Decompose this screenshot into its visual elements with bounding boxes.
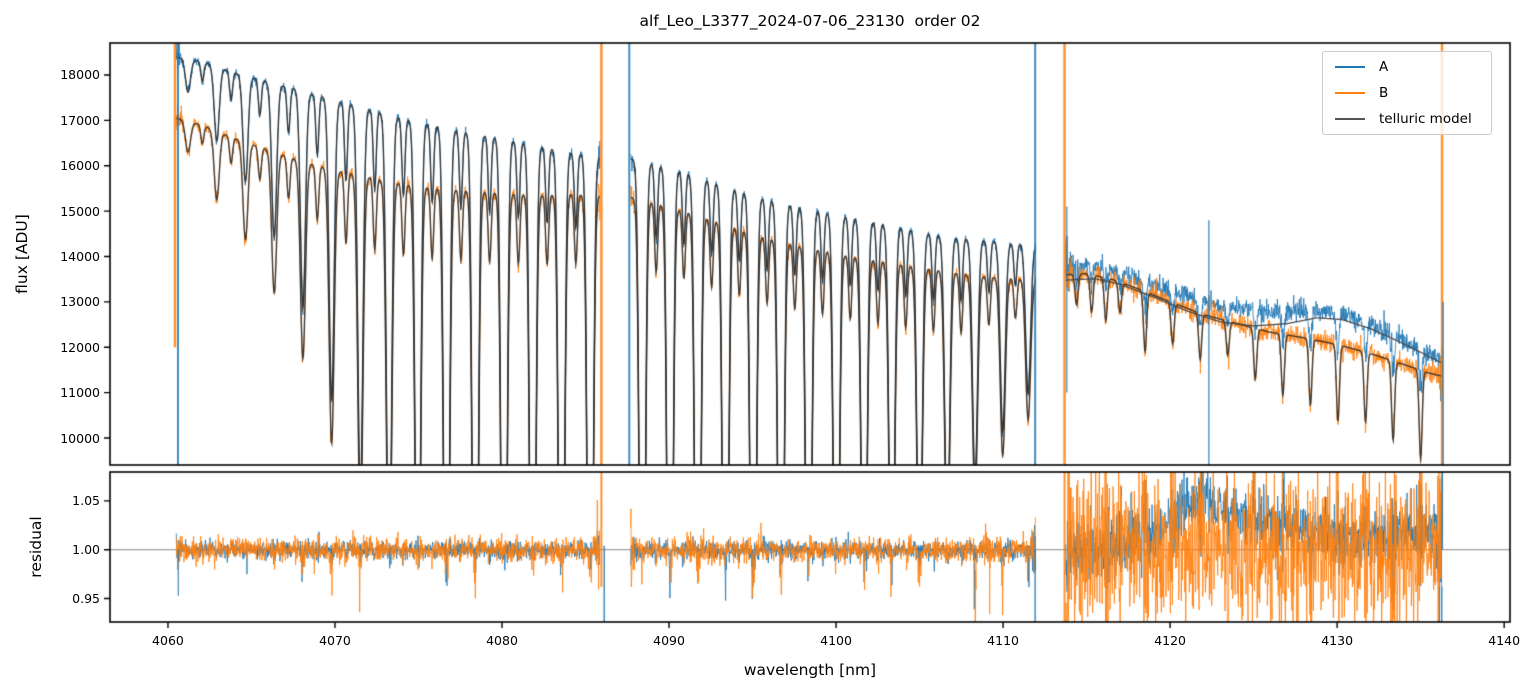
- flux-axis-label: flux [ADU]: [13, 214, 31, 294]
- x-tick-label: 4060: [152, 633, 184, 648]
- x-tick-label: 4120: [1154, 633, 1186, 648]
- flux-y-tick-label: 12000: [60, 339, 100, 355]
- legend-line-telluric: [1335, 118, 1365, 120]
- x-tick-label: 4100: [820, 633, 852, 648]
- x-tick-label: 4080: [486, 633, 518, 648]
- legend-label-telluric: telluric model: [1379, 111, 1472, 127]
- residual-y-tick-label: 0.95: [72, 591, 100, 607]
- flux-y-tick-label: 10000: [60, 430, 100, 446]
- x-tick-label: 4090: [653, 633, 685, 648]
- legend-item-telluric: telluric model: [1323, 106, 1491, 132]
- x-tick-label: 4110: [987, 633, 1019, 648]
- residual-y-tick-label: 1.05: [72, 493, 100, 509]
- flux-y-tick-label: 13000: [60, 294, 100, 310]
- flux-y-tick-label: 17000: [60, 112, 100, 128]
- legend-item-a: A: [1323, 54, 1491, 80]
- wavelength-axis-label: wavelength [nm]: [743, 661, 877, 679]
- flux-y-tick-label: 16000: [60, 158, 100, 174]
- x-tick-label: 4070: [319, 633, 351, 648]
- legend-line-b: [1335, 92, 1365, 94]
- legend: A B telluric model: [1322, 51, 1492, 135]
- legend-label-a: A: [1379, 59, 1389, 75]
- legend-label-b: B: [1379, 85, 1389, 101]
- flux-y-tick-label: 14000: [60, 248, 100, 264]
- plot-title: alf_Leo_L3377_2024-07-06_23130 order 02: [639, 12, 981, 30]
- flux-y-tick-label: 18000: [60, 67, 100, 83]
- x-tick-label: 4140: [1488, 633, 1521, 648]
- residual-y-tick-label: 1.00: [72, 542, 100, 558]
- flux-y-tick-label: 15000: [60, 203, 100, 219]
- legend-item-b: B: [1323, 80, 1491, 106]
- x-tick-label: 4130: [1321, 633, 1354, 648]
- legend-line-a: [1335, 66, 1365, 68]
- flux-y-tick-label: 11000: [60, 385, 100, 401]
